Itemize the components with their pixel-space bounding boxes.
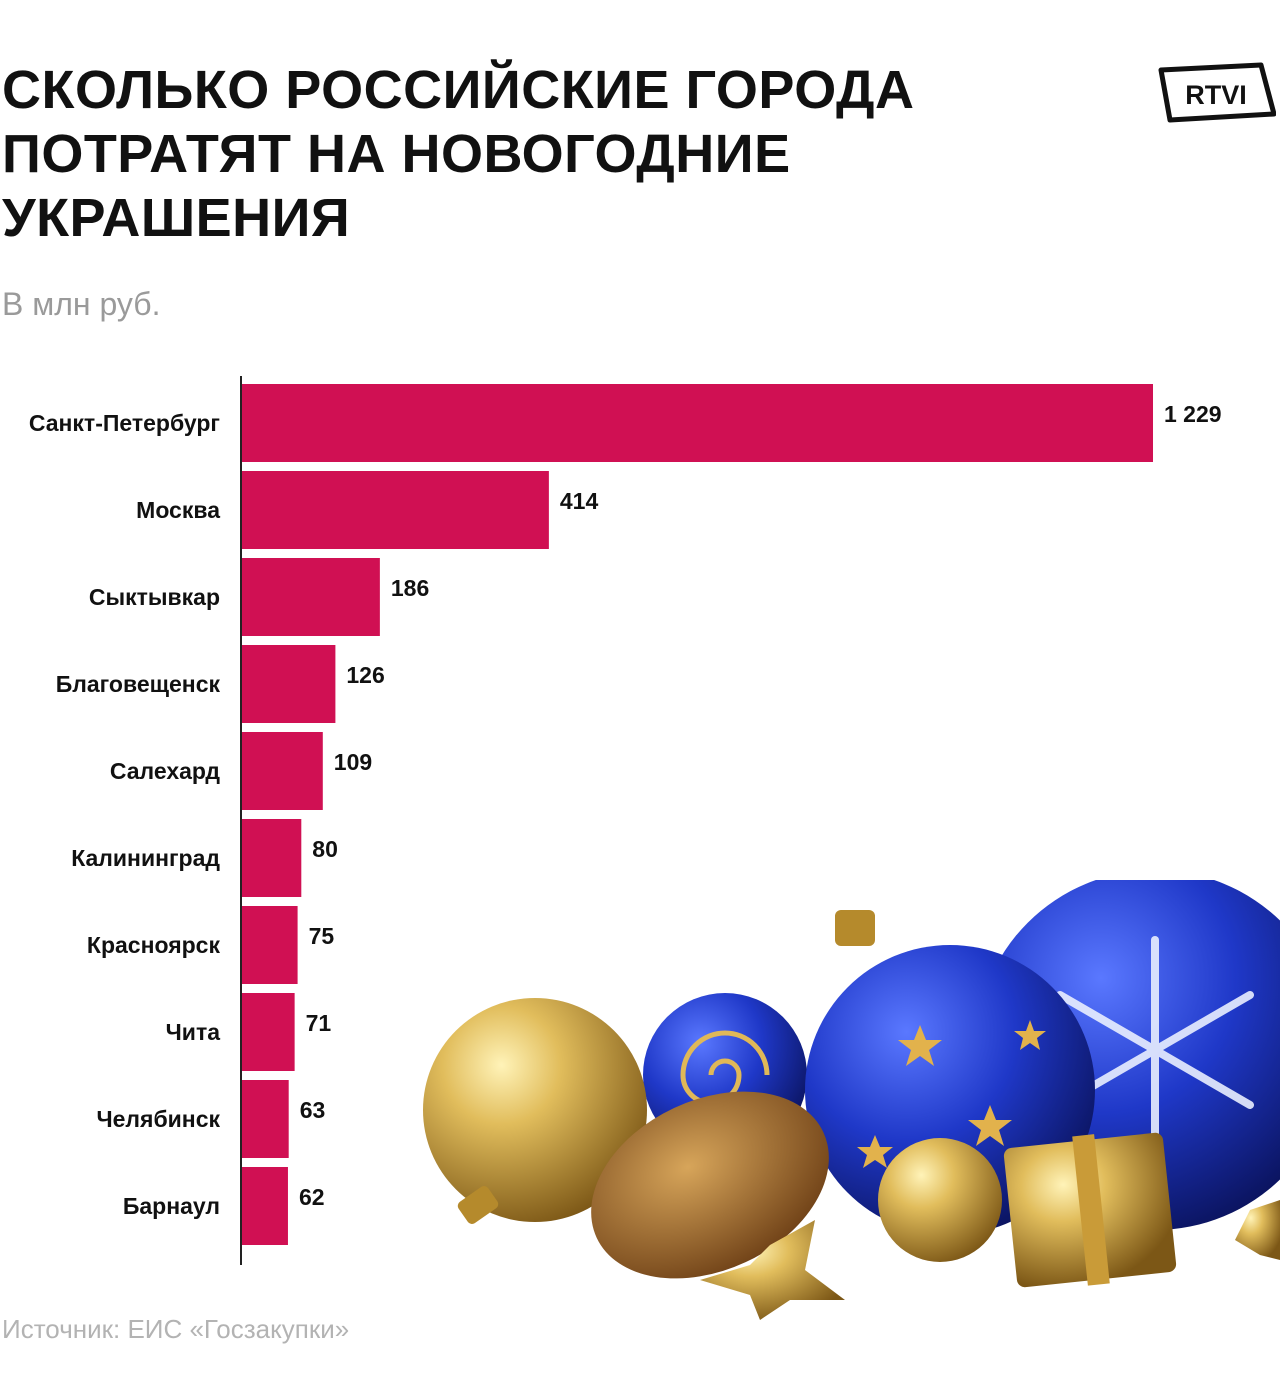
christmas-ornaments-picture — [423, 880, 1280, 1320]
chart-title: СКОЛЬКО РОССИЙСКИЕ ГОРОДА ПОТРАТЯТ НА НО… — [2, 60, 915, 248]
logo-text: RTVI — [1185, 80, 1247, 110]
pine-cone-icon — [591, 1091, 829, 1279]
chart-subtitle: В млн руб. — [2, 286, 161, 322]
value-label: 126 — [346, 662, 384, 688]
bar — [242, 645, 336, 723]
value-label: 71 — [306, 1010, 332, 1036]
bar — [242, 993, 295, 1071]
value-label: 186 — [391, 575, 429, 601]
bar — [242, 906, 298, 984]
category-label: Благовещенск — [56, 671, 221, 697]
category-label: Красноярск — [87, 932, 221, 958]
category-label: Челябинск — [96, 1106, 220, 1132]
gold-star-icon — [700, 1220, 845, 1320]
rtvi-logo: RTVI — [1158, 62, 1276, 123]
value-label: 109 — [334, 749, 372, 775]
value-label: 62 — [299, 1184, 325, 1210]
category-label: Чита — [166, 1019, 221, 1045]
category-label: Барнаул — [123, 1193, 220, 1219]
bar — [242, 1080, 289, 1158]
bar — [242, 819, 302, 897]
bar — [242, 1167, 288, 1245]
value-label: 1 229 — [1164, 401, 1222, 427]
category-label: Калининград — [71, 845, 220, 871]
category-label: Москва — [136, 497, 220, 523]
bar — [242, 732, 323, 810]
category-label: Салехард — [110, 758, 221, 784]
gold-ornament-icon — [423, 998, 647, 1222]
small-gold-ornament-icon — [878, 1138, 1002, 1262]
value-label: 63 — [300, 1097, 326, 1123]
value-label: 75 — [309, 923, 335, 949]
bar — [242, 384, 1153, 462]
value-label: 414 — [560, 488, 599, 514]
bar — [242, 558, 380, 636]
bar-chart: Санкт-Петербург 1 229 Москва 414 Сыктывкар 18… — [29, 376, 1222, 1265]
source-note: Источник: ЕИС «Госзакупки» — [2, 1314, 350, 1344]
value-label: 80 — [312, 836, 338, 862]
category-label: Сыктывкар — [89, 584, 220, 610]
bar — [242, 471, 549, 549]
category-label: Санкт-Петербург — [29, 410, 220, 436]
